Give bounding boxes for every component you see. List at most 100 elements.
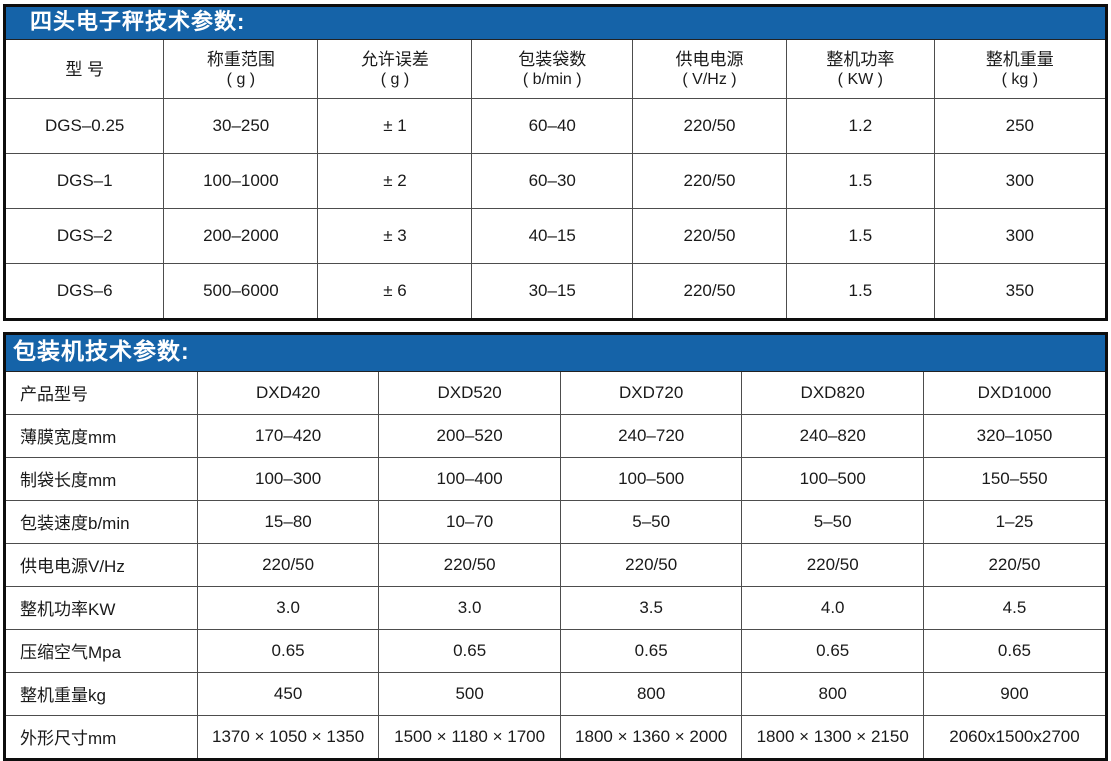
spec-cell: 200–520 — [378, 413, 561, 458]
spec-cell: 30–250 — [163, 98, 319, 155]
table-row: 外形尺寸mm 1370 × 1050 × 1350 1500 × 1180 × 17… — [6, 714, 1105, 758]
scale-header-row: 型 号称重范围( g ) 允许误差( g ) 包装袋数( b/min ) 供电电源( … — [6, 40, 1105, 99]
spec-cell: ± 1 — [317, 98, 473, 155]
spec-cell: DXD520 — [378, 371, 561, 415]
spec-cell: 0.65 — [922, 628, 1105, 673]
spec-cell: DGS–1 — [6, 153, 165, 210]
spec-cell: 450 — [196, 671, 380, 716]
spec-cell: DGS–6 — [6, 263, 165, 319]
spec-cell: 220/50 — [631, 153, 788, 210]
row-label: 压缩空气Mpa — [6, 628, 198, 673]
spec-cell: 800 — [741, 671, 924, 716]
spec-cell: 220/50 — [378, 542, 561, 587]
spec-cell: 10–70 — [378, 499, 561, 544]
spec-cell: 4.0 — [741, 585, 924, 630]
spec-cell: 1.5 — [786, 153, 935, 210]
table-row: 制袋长度mm 100–300 100–400 100–500 100–500 150–55… — [6, 456, 1105, 501]
row-label: 包装速度b/min — [6, 499, 198, 544]
row-label: 整机功率KW — [6, 585, 198, 630]
spec-cell: 0.65 — [378, 628, 561, 673]
table-row: 整机重量kg 450 500 800 800 900 — [6, 671, 1105, 716]
table-row: 压缩空气Mpa 0.65 0.65 0.65 0.65 0.65 — [6, 628, 1105, 673]
spec-cell: 0.65 — [741, 628, 924, 673]
spec-cell: 3.0 — [378, 585, 561, 630]
spec-cell: 1370 × 1050 × 1350 — [196, 714, 380, 758]
spec-cell: 100–300 — [196, 456, 380, 501]
row-label: 产品型号 — [6, 371, 198, 415]
spec-cell: 1.2 — [786, 98, 935, 155]
spec-cell: 1.5 — [786, 208, 935, 265]
table-row: 薄膜宽度mm 170–420 200–520 240–720 240–820 320–10… — [6, 413, 1105, 458]
spec-cell: 500–6000 — [163, 263, 319, 319]
spec-cell: 240–820 — [741, 413, 924, 458]
row-label: 制袋长度mm — [6, 456, 198, 501]
spec-cell: 0.65 — [196, 628, 380, 673]
spec-cell: ± 3 — [317, 208, 473, 265]
spec-cell: 300 — [933, 153, 1105, 210]
spec-cell: 5–50 — [559, 499, 743, 544]
spec-cell: 220/50 — [741, 542, 924, 587]
scale-column-header: 供电电源( V/Hz ) — [631, 40, 788, 99]
row-label: 供电电源V/Hz — [6, 542, 198, 587]
scale-column-header: 称重范围( g ) — [163, 40, 319, 99]
spec-cell: 200–2000 — [163, 208, 319, 265]
spec-cell: 320–1050 — [922, 413, 1105, 458]
spec-cell: DGS–0.25 — [6, 98, 165, 155]
spec-cell: 100–500 — [741, 456, 924, 501]
spec-cell: 150–550 — [922, 456, 1105, 501]
spec-cell: ± 6 — [317, 263, 473, 319]
spec-cell: 170–420 — [196, 413, 380, 458]
table-row: DGS–2 200–2000 ± 3 40–15 220/50 1.5 300 — [6, 208, 1105, 265]
table-row: 整机功率KW 3.0 3.0 3.5 4.0 4.5 — [6, 585, 1105, 630]
spec-cell: 60–40 — [471, 98, 633, 155]
spec-cell: 300 — [933, 208, 1105, 265]
scale-table-title: 四头电子秤技术参数: — [6, 7, 1105, 41]
scale-spec-section: 四头电子秤技术参数: 型 号称重范围( g ) 允许误差( g ) 包装袋数( b/… — [3, 4, 1108, 322]
spec-cell: 220/50 — [631, 208, 788, 265]
spec-cell: 250 — [933, 98, 1105, 155]
spec-cell: 2060x1500x2700 — [922, 714, 1105, 758]
spec-cell: 1–25 — [922, 499, 1105, 544]
spec-cell: 220/50 — [631, 98, 788, 155]
table-row: DGS–0.25 30–250 ± 1 60–40 220/50 1.2 250 — [6, 98, 1105, 155]
scale-column-header: 包装袋数( b/min ) — [471, 40, 633, 99]
table-row: DGS–1 100–1000 ± 2 60–30 220/50 1.5 300 — [6, 153, 1105, 210]
spec-cell: 220/50 — [922, 542, 1105, 587]
scale-spec-table: 型 号称重范围( g ) 允许误差( g ) 包装袋数( b/min ) 供电电源( … — [6, 40, 1105, 319]
packer-spec-table: 产品型号 DXD420 DXD520 DXD720 DXD820 DXD1000 薄膜宽度m… — [6, 371, 1105, 758]
table-row: 供电电源V/Hz 220/50 220/50 220/50 220/50 220/50 — [6, 542, 1105, 587]
spec-sheet: 四头电子秤技术参数: 型 号称重范围( g ) 允许误差( g ) 包装袋数( b/… — [3, 4, 1108, 761]
spec-cell: 1800 × 1300 × 2150 — [741, 714, 924, 758]
scale-column-header: 型 号 — [6, 40, 165, 99]
scale-column-header: 整机重量( kg ) — [933, 40, 1105, 99]
packer-table-title: 包装机技术参数: — [6, 335, 1105, 372]
spec-cell: 3.5 — [559, 585, 743, 630]
spec-cell: 220/50 — [559, 542, 743, 587]
spec-cell: ± 2 — [317, 153, 473, 210]
spec-cell: 30–15 — [471, 263, 633, 319]
spec-cell: 15–80 — [196, 499, 380, 544]
spec-cell: 40–15 — [471, 208, 633, 265]
spec-cell: 100–1000 — [163, 153, 319, 210]
spec-cell: 4.5 — [922, 585, 1105, 630]
spec-cell: DXD820 — [741, 371, 924, 415]
spec-cell: DXD1000 — [922, 371, 1105, 415]
spec-cell: DXD720 — [559, 371, 743, 415]
table-row: 包装速度b/min 15–80 10–70 5–50 5–50 1–25 — [6, 499, 1105, 544]
row-label: 薄膜宽度mm — [6, 413, 198, 458]
spec-cell: DGS–2 — [6, 208, 165, 265]
spec-cell: 900 — [922, 671, 1105, 716]
spec-cell: 100–400 — [378, 456, 561, 501]
spec-cell: 1.5 — [786, 263, 935, 319]
packer-spec-section: 包装机技术参数: 产品型号 DXD420 DXD520 DXD720 DXD820 DXD… — [3, 332, 1108, 761]
spec-cell: DXD420 — [196, 371, 380, 415]
spec-cell: 350 — [933, 263, 1105, 319]
table-row: 产品型号 DXD420 DXD520 DXD720 DXD820 DXD1000 — [6, 371, 1105, 415]
spec-cell: 1500 × 1180 × 1700 — [378, 714, 561, 758]
spec-cell: 100–500 — [559, 456, 743, 501]
spec-cell: 0.65 — [559, 628, 743, 673]
scale-column-header: 允许误差( g ) — [317, 40, 473, 99]
spec-cell: 3.0 — [196, 585, 380, 630]
spec-cell: 800 — [559, 671, 743, 716]
spec-cell: 220/50 — [631, 263, 788, 319]
